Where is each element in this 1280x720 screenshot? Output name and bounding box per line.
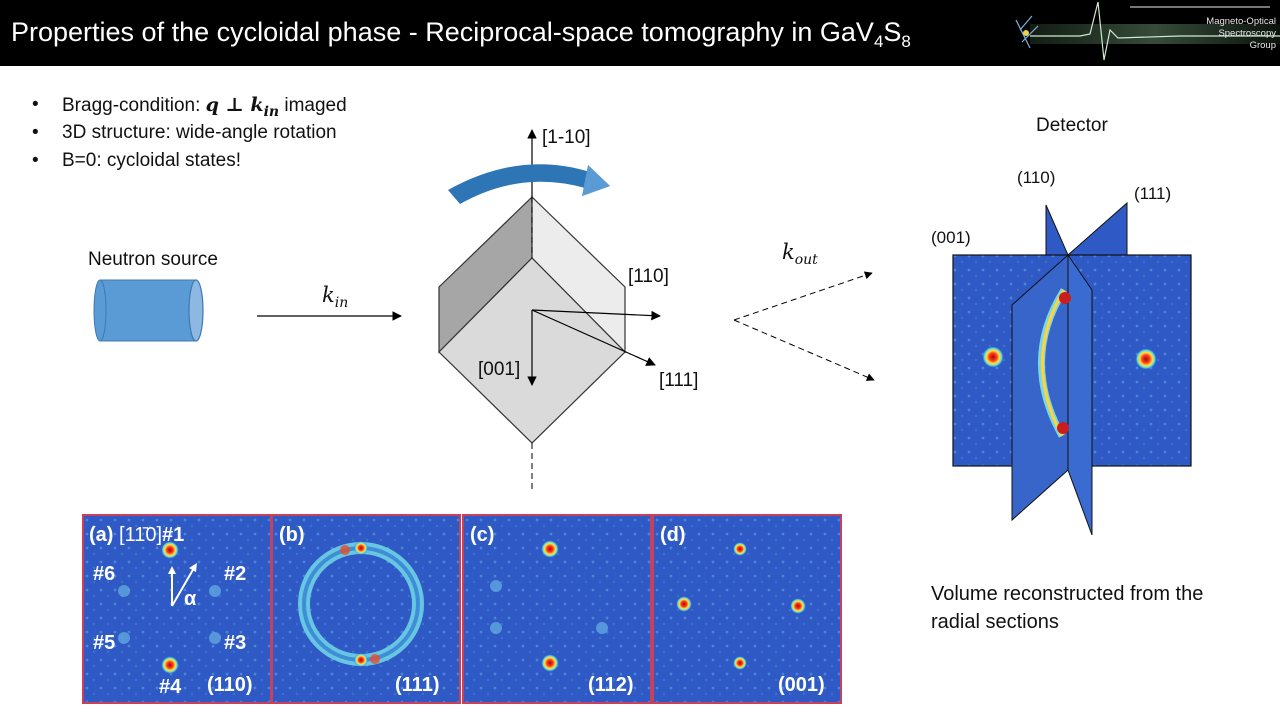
panel-b-letter: (b): [279, 524, 305, 546]
k-out-label: kout: [782, 240, 818, 269]
axis-label-111: [111]: [659, 370, 699, 391]
panel-a-heading: (a) [11̄0]#1: [89, 524, 185, 546]
panel-a-plane: (110): [207, 674, 253, 696]
panel-b-plane: (111): [395, 674, 440, 696]
detector-volume: [952, 201, 1192, 536]
bullet-item: B=0: cycloidal states!: [30, 148, 347, 176]
panel-d: (d) (001): [652, 514, 842, 704]
slide-title: Properties of the cycloidal phase - Reci…: [11, 17, 911, 51]
panel-a: (a) [11̄0]#1 #2 #3 #4 #5 #6 α (110): [82, 514, 272, 704]
plane-label-001: (001): [931, 228, 971, 247]
group-logo: Magneto-Optical Spectroscopy Group: [1010, 0, 1280, 66]
neutron-source-label: Neutron source: [88, 249, 218, 270]
volume-caption: Volume reconstructed from the radial sec…: [931, 583, 1204, 633]
k-out-arrow-down: [733, 319, 875, 381]
bullet-item: 3D structure: wide-angle rotation: [30, 120, 347, 148]
panel-d-letter: (d): [660, 524, 686, 546]
spot-label: #5: [93, 632, 116, 654]
spot-label: #2: [224, 563, 247, 585]
detector-title: Detector: [1036, 115, 1108, 136]
panel-b: (b) (111): [271, 514, 461, 704]
panel-d-map: [654, 516, 840, 702]
bullet-item: Bragg-condition: q ⊥ kin imaged: [30, 92, 347, 120]
plane-label-111: (111): [1134, 184, 1172, 203]
title-bar: Properties of the cycloidal phase - Reci…: [0, 0, 1280, 66]
panel-a-map: [84, 516, 270, 702]
panel-c-letter: (c): [470, 524, 495, 546]
panel-b-map: [273, 516, 459, 702]
k-out-arrow-up: [733, 271, 873, 321]
alpha-label: α: [184, 588, 197, 610]
panel-c-plane: (112): [588, 674, 634, 696]
k-in-label: kin: [322, 283, 349, 312]
crystal-block: [438, 129, 661, 490]
bullet-list: Bragg-condition: q ⊥ kin imaged 3D struc…: [30, 92, 347, 176]
axis-label-110: [110]: [628, 266, 669, 287]
plane-label-110: (110): [1017, 168, 1056, 187]
panel-c: (c) (112): [462, 514, 652, 704]
panel-c-map: [464, 516, 650, 702]
panel-d-plane: (001): [778, 674, 825, 696]
axis-label-1m10: [1-10]: [542, 127, 591, 148]
neutron-source-cylinder: [93, 279, 204, 342]
axis-label-001: [001]: [478, 359, 521, 380]
spot-label: #3: [224, 632, 247, 654]
spot-label: #6: [93, 563, 116, 585]
spot-label: #4: [159, 676, 182, 698]
rotation-arrow: [448, 164, 610, 204]
